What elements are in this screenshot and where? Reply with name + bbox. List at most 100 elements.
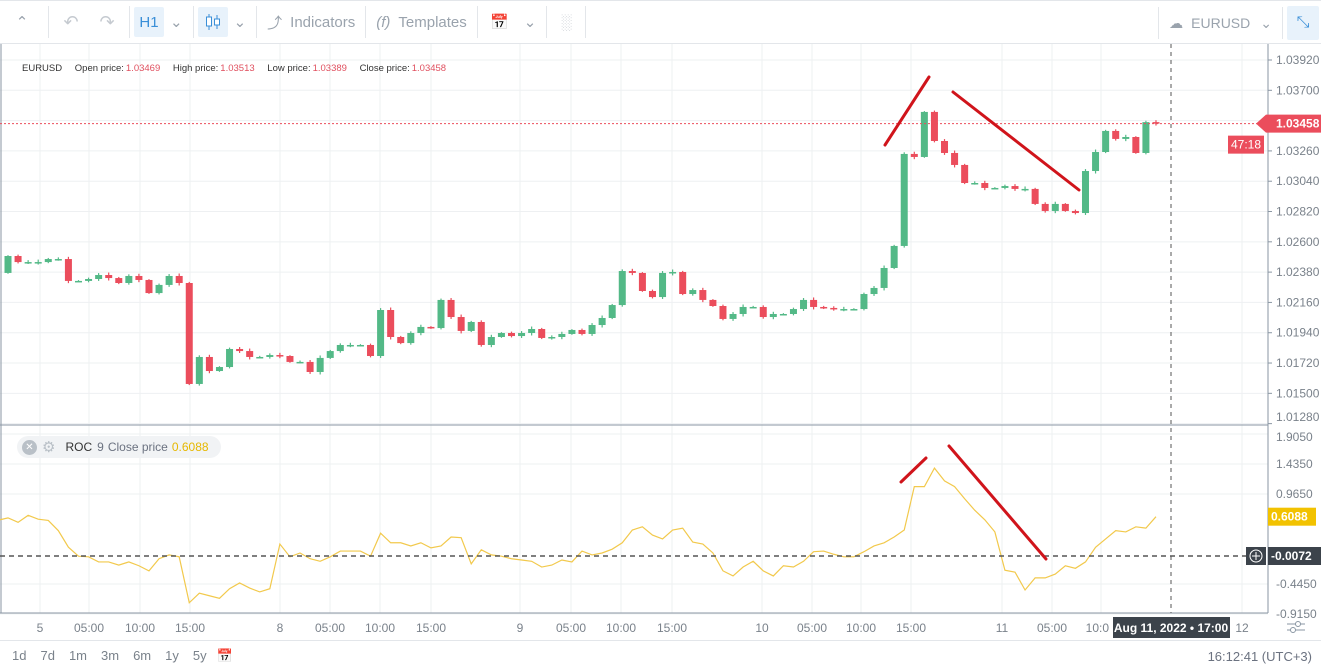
fullscreen-collapse-icon[interactable]: ⤡: [1287, 6, 1319, 40]
candle-up: [215, 367, 223, 372]
candle-up: [356, 344, 364, 347]
time-tick-label: 11: [996, 621, 1009, 635]
candle-up: [125, 275, 133, 284]
candle-down: [1041, 203, 1049, 211]
candlestick-icon[interactable]: [197, 7, 228, 37]
candle-down: [820, 306, 828, 309]
high-label: High price:: [172, 63, 219, 74]
remove-indicator-icon[interactable]: ✕: [22, 439, 37, 455]
divider: [256, 6, 258, 38]
countdown-badge: [1228, 135, 1264, 154]
candle-up: [195, 356, 203, 384]
roc-tick-label: -0.9150: [1276, 607, 1317, 621]
open-value: 1.03469: [125, 63, 161, 74]
candle-down: [205, 356, 213, 372]
candle-down: [1152, 122, 1160, 124]
crosshair-time-badge: [1113, 617, 1230, 638]
indicators-button[interactable]: ⤴ Indicators: [261, 7, 361, 37]
redo-icon[interactable]: ↷: [99, 11, 115, 32]
candle-up: [4, 256, 12, 273]
time-tick-label: 10:00: [365, 621, 395, 635]
trend-annotation-line: [951, 90, 1081, 192]
price-tick-label: 1.01940: [1276, 326, 1320, 340]
undo-icon[interactable]: ↶: [63, 11, 79, 32]
candlestick-glyph-icon: [205, 14, 220, 30]
candle-up: [497, 333, 505, 337]
candle-up: [769, 313, 777, 318]
range-5y[interactable]: 5y: [192, 648, 207, 663]
candle-up: [518, 333, 526, 337]
candle-down: [930, 111, 938, 141]
candle-down: [14, 256, 22, 263]
calendar-chevron-down-icon[interactable]: ⌄: [523, 14, 537, 31]
time-tick-label: 8: [277, 621, 284, 635]
candle-up: [377, 310, 385, 357]
candle-up: [598, 317, 606, 326]
candle-down: [447, 299, 455, 318]
range-7d[interactable]: 7d: [40, 648, 55, 663]
calendar-icon[interactable]: 📅: [490, 14, 510, 31]
candle-up: [870, 287, 878, 295]
chevron-down-icon: ⌄: [1260, 14, 1272, 31]
candle-up: [226, 348, 234, 368]
time-tick-label: 05:00: [556, 621, 586, 635]
settings-gear-icon[interactable]: ⚙: [42, 439, 56, 456]
countdown-label: 47:18: [1231, 138, 1261, 152]
candle-up: [890, 245, 898, 268]
candle-up: [779, 313, 787, 316]
roc-last-value-badge: [1268, 507, 1316, 526]
trend-annotation-line: [899, 456, 928, 484]
collapse-chevron-up-icon[interactable]: ⌃: [15, 14, 29, 31]
timeframe-chevron-down-icon[interactable]: ⌄: [170, 14, 183, 31]
close-label: Close price:: [359, 63, 410, 74]
bottom-bar: 1d 7d 1m 3m 6m 1y 5y 📅 16:12:41 (UTC+3): [0, 640, 1321, 670]
axis-settings-knob: [1290, 627, 1296, 633]
range-1m[interactable]: 1m: [68, 648, 87, 663]
timeframe-button[interactable]: H1: [134, 7, 164, 37]
price-tick-label: 1.03700: [1276, 83, 1320, 97]
plus-circle-icon: [1249, 549, 1263, 563]
candle-up: [1142, 122, 1150, 153]
candle-down: [1071, 210, 1079, 214]
candle-down: [699, 290, 707, 300]
candle-down: [387, 310, 395, 337]
candle-up: [669, 271, 677, 274]
range-1y[interactable]: 1y: [165, 648, 179, 663]
candle-up: [1092, 152, 1100, 172]
time-tick-label: 10:00: [125, 621, 155, 635]
bar-chart-icon[interactable]: ░: [561, 13, 572, 31]
candle-up: [44, 259, 52, 263]
candle-up: [487, 336, 495, 345]
range-1d[interactable]: 1d: [12, 648, 27, 663]
price-tick-label: 1.03040: [1276, 174, 1320, 188]
candle-down: [910, 153, 918, 157]
range-3m[interactable]: 3m: [101, 648, 120, 663]
roc-tick-label: -0.4450: [1276, 577, 1317, 591]
price-tick-label: 1.01500: [1276, 386, 1320, 400]
chart-type-chevron-down-icon[interactable]: ⌄: [233, 14, 247, 31]
candle-up: [256, 356, 264, 359]
close-value: 1.03458: [411, 63, 447, 74]
roc-last-value-label: 0.6088: [1271, 510, 1308, 524]
candle-up: [95, 275, 103, 280]
crosshair-time-label: Aug 11, 2022 • 17:00: [1114, 621, 1229, 635]
candle-down: [1011, 186, 1019, 189]
candle-up: [749, 306, 757, 309]
crosshair-value-badge: [1268, 547, 1321, 565]
templates-button[interactable]: (f) Templates: [370, 7, 473, 37]
candle-up: [1122, 136, 1130, 139]
chart-canvas[interactable]: 1.03920 1.03700 1.03260 1.03040 1.02820 1.026…: [0, 44, 1321, 640]
candle-down: [951, 152, 959, 165]
symbol-selector[interactable]: ☁ EURUSD ⌄: [1163, 8, 1278, 38]
candle-down: [115, 278, 123, 284]
candle-up: [74, 280, 82, 283]
candle-up: [54, 259, 62, 261]
candle-up: [608, 305, 616, 318]
candle-down: [286, 356, 294, 362]
divider: [585, 6, 587, 38]
candle-down: [719, 306, 727, 319]
candle-up: [618, 271, 626, 306]
range-6m[interactable]: 6m: [133, 648, 152, 663]
divider: [129, 6, 130, 38]
calendar-range-icon[interactable]: 📅: [216, 647, 233, 663]
